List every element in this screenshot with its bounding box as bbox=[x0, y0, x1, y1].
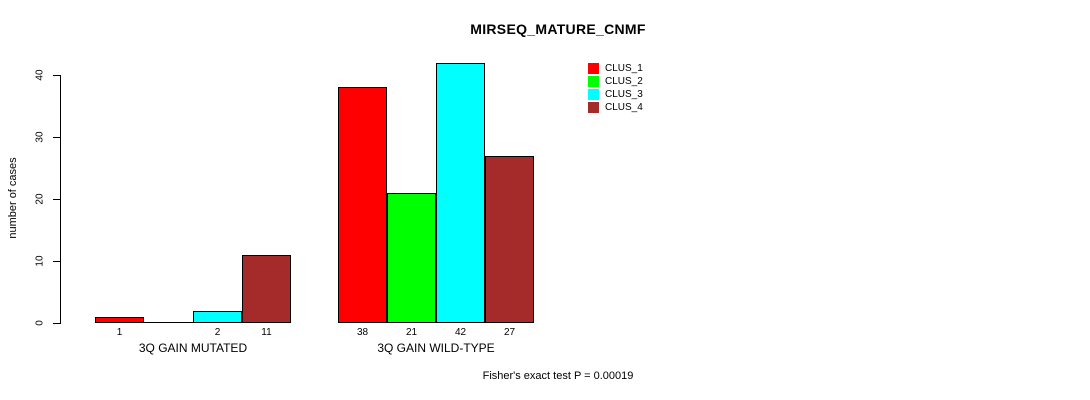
group-label: 3Q GAIN WILD-TYPE bbox=[377, 341, 495, 355]
bar-value-label: 42 bbox=[454, 327, 467, 338]
legend-row: CLUS_1 bbox=[588, 62, 643, 75]
legend-swatch-clus_3 bbox=[588, 89, 599, 100]
bar-clus_4 bbox=[242, 254, 291, 323]
legend-swatch-clus_2 bbox=[588, 76, 599, 87]
bar-clus_3 bbox=[436, 62, 485, 323]
bar-clus_1 bbox=[95, 316, 144, 323]
bar-clus_2 bbox=[387, 192, 436, 323]
y-tick-label: 40 bbox=[34, 69, 46, 81]
bar-clus_1 bbox=[338, 87, 387, 323]
y-tick-label: 20 bbox=[34, 193, 46, 205]
legend-row: CLUS_3 bbox=[588, 88, 643, 101]
legend-swatch-clus_4 bbox=[588, 102, 599, 113]
legend-label: CLUS_4 bbox=[605, 102, 643, 113]
legend-swatch-clus_1 bbox=[588, 63, 599, 74]
legend-label: CLUS_3 bbox=[605, 89, 643, 100]
y-tick-mark bbox=[53, 75, 60, 76]
bar-value-label: 1 bbox=[116, 327, 123, 338]
y-tick-mark bbox=[53, 137, 60, 138]
bar-value-label: 2 bbox=[214, 327, 221, 338]
y-tick-label: 10 bbox=[34, 255, 46, 267]
bar-clus_3 bbox=[193, 310, 242, 323]
bar-clus_2 bbox=[144, 322, 193, 323]
y-tick-mark bbox=[53, 199, 60, 200]
bar-value-label: 11 bbox=[261, 327, 272, 338]
legend-row: CLUS_2 bbox=[588, 75, 643, 88]
legend-label: CLUS_1 bbox=[605, 63, 643, 74]
bar-value-label: 38 bbox=[356, 327, 369, 338]
bar-value-label: 21 bbox=[405, 327, 418, 338]
y-axis-line bbox=[60, 75, 61, 324]
legend-label: CLUS_2 bbox=[605, 76, 643, 87]
bar-clus_4 bbox=[485, 155, 534, 323]
chart-title: MIRSEQ_MATURE_CNMF bbox=[470, 21, 646, 37]
y-tick-label: 30 bbox=[34, 131, 46, 143]
y-tick-label: 0 bbox=[34, 320, 46, 326]
legend: CLUS_1 CLUS_2 CLUS_3 CLUS_4 bbox=[588, 62, 643, 114]
legend-row: CLUS_4 bbox=[588, 101, 643, 114]
y-tick-mark bbox=[53, 323, 60, 324]
group-label: 3Q GAIN MUTATED bbox=[138, 341, 248, 355]
y-tick-mark bbox=[53, 261, 60, 262]
bar-value-label: 27 bbox=[503, 327, 516, 338]
y-axis-title: number of cases bbox=[7, 157, 19, 239]
stat-annotation: Fisher's exact test P = 0.00019 bbox=[482, 370, 634, 382]
